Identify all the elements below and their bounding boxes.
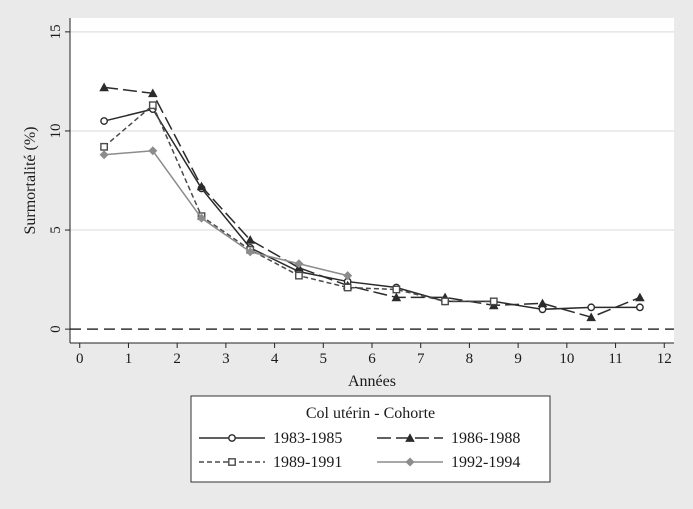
legend-label: 1989-1991 [273, 454, 342, 471]
x-tick-label: 10 [559, 351, 574, 367]
x-tick-label: 12 [657, 351, 672, 367]
data-point-square [228, 458, 236, 466]
data-point-triangle [99, 82, 109, 92]
legend-box [190, 395, 551, 483]
series-line-3 [104, 149, 348, 277]
data-point-triangle [537, 298, 548, 308]
data-point-diamond [294, 259, 304, 269]
data-point-triangle [196, 181, 207, 191]
x-axis-label: Années [348, 373, 396, 390]
data-point-diamond [245, 247, 255, 257]
data-point-triangle [635, 292, 645, 302]
x-tick-label: 1 [125, 351, 133, 367]
data-point-square [100, 142, 108, 151]
data-point-triangle [148, 88, 158, 98]
y-tick-label: 0 [48, 325, 64, 333]
x-tick-label: 0 [76, 351, 84, 367]
data-point-diamond [197, 213, 207, 223]
x-tick-label: 9 [514, 351, 522, 367]
data-point-circle [587, 303, 596, 312]
series-line-1 [104, 86, 641, 319]
legend-label: 1983-1985 [273, 430, 342, 447]
plot-area [70, 18, 674, 343]
data-point-circle [636, 303, 644, 312]
data-point-circle [100, 117, 108, 125]
data-point-triangle [245, 235, 256, 244]
x-tick-label: 6 [368, 351, 376, 367]
legend-title: Col utérin - Cohorte [306, 405, 435, 422]
x-tick-label: 4 [271, 351, 279, 367]
x-tick-label: 3 [222, 351, 230, 367]
data-point-diamond [405, 457, 415, 467]
data-point-square [392, 285, 401, 294]
data-point-square [295, 271, 303, 280]
y-tick-label: 5 [48, 226, 64, 234]
data-point-square [489, 297, 498, 306]
y-tick-label: 10 [48, 123, 64, 138]
data-point-diamond [148, 146, 158, 156]
x-tick-label: 7 [417, 351, 425, 367]
series-line-0 [103, 108, 640, 311]
y-tick-label: 15 [48, 24, 64, 39]
data-point-triangle [391, 292, 402, 302]
data-point-circle [228, 434, 236, 442]
legend-label: 1986-1988 [451, 430, 520, 447]
x-tick-label: 5 [320, 351, 328, 367]
data-point-square [343, 283, 352, 292]
data-point-triangle [586, 312, 596, 322]
data-point-diamond [99, 150, 109, 160]
data-point-square [148, 101, 157, 110]
x-tick-label: 8 [466, 351, 474, 367]
data-point-triangle [405, 433, 415, 442]
y-axis-label: Surmortalité (%) [22, 127, 39, 235]
legend-label: 1992-1994 [451, 454, 520, 471]
x-tick-label: 2 [173, 351, 181, 367]
data-point-diamond [343, 271, 353, 281]
data-point-square [441, 297, 449, 306]
x-tick-label: 11 [608, 351, 622, 367]
